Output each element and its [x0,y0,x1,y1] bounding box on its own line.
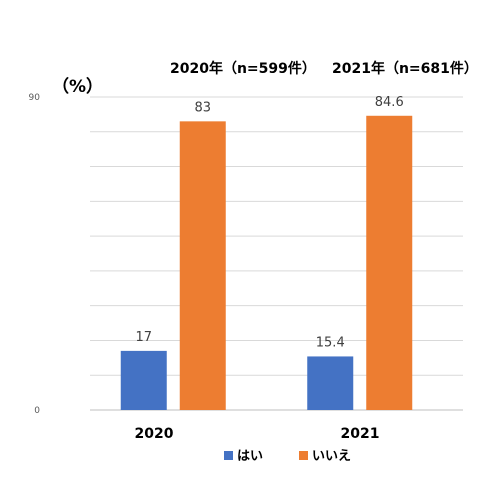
legend-swatch-iie [299,451,308,460]
legend-label-iie: いいえ [312,449,351,464]
x-category-2021: 2021 [341,426,380,442]
y-axis-label: （%） [52,76,103,97]
subtitle-2021: 2021年（n=681件） [332,60,478,77]
data-label-2021-iie: 84.6 [375,95,404,110]
gridlines [90,96,463,376]
data-label-2021-hai: 15.4 [316,335,345,350]
bar-2021-hai [307,356,354,410]
legend-swatch-hai [224,451,233,460]
bars-group: 17 83 15.4 84.6 [120,95,413,410]
legend: はい いいえ [224,449,351,464]
bar-2020-iie [179,121,226,410]
legend-label-hai: はい [237,449,263,464]
subtitle-2020: 2020年（n=599件） [170,60,316,77]
y-tick-zero: 0 [34,406,40,416]
data-label-2020-iie: 83 [194,100,211,115]
x-category-2020: 2020 [135,426,174,442]
y-tick-max: 90 [29,93,41,103]
data-label-2020-hai: 17 [135,330,152,345]
bar-2021-iie [366,115,413,410]
bar-2020-hai [120,350,167,410]
